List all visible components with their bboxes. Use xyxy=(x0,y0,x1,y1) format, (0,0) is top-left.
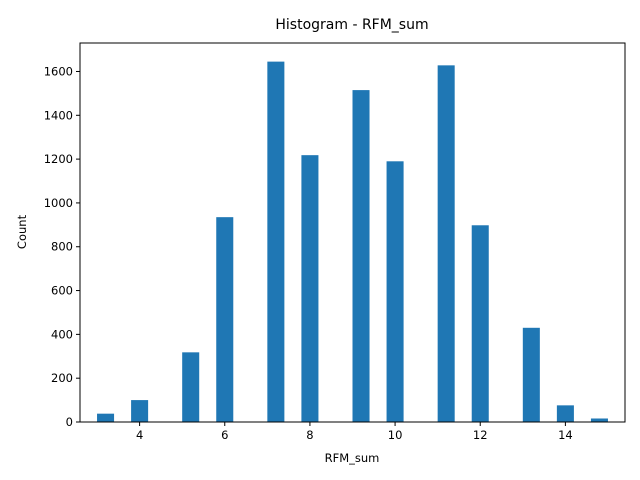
bar-2 xyxy=(131,400,149,422)
x-axis-label: RFM_sum xyxy=(325,451,380,465)
bar-4 xyxy=(216,217,234,422)
bar-7 xyxy=(352,90,370,422)
y-tick-label: 1000 xyxy=(44,196,73,210)
x-tick-label: 6 xyxy=(221,428,228,442)
y-tick-label: 0 xyxy=(66,415,73,429)
x-tick-label: 8 xyxy=(306,428,313,442)
bar-10 xyxy=(471,225,489,422)
bar-9 xyxy=(437,65,455,422)
y-tick-label: 400 xyxy=(51,327,73,341)
y-tick-label: 1200 xyxy=(44,152,73,166)
x-axis-ticks: 4 6 8 10 12 14 xyxy=(136,422,573,442)
bar-8 xyxy=(386,161,404,422)
y-tick-label: 200 xyxy=(51,371,73,385)
x-tick-label: 14 xyxy=(558,428,573,442)
x-tick-label: 4 xyxy=(136,428,143,442)
bar-13 xyxy=(590,418,608,422)
bar-3 xyxy=(182,352,200,422)
y-axis-label: Count xyxy=(15,214,29,249)
chart-title: Histogram - RFM_sum xyxy=(275,17,428,33)
x-tick-label: 10 xyxy=(388,428,403,442)
plot-frame xyxy=(79,42,626,423)
bars-group xyxy=(97,61,608,422)
bar-1 xyxy=(97,413,115,422)
x-tick-label: 12 xyxy=(473,428,488,442)
bar-6 xyxy=(301,155,319,422)
bar-12 xyxy=(556,405,574,422)
bar-11 xyxy=(522,327,540,422)
y-axis-ticks: 0 200 400 600 800 1000 1200 1400 1600 xyxy=(44,64,80,429)
y-tick-label: 1600 xyxy=(44,64,73,78)
bar-5 xyxy=(267,61,285,422)
y-tick-label: 800 xyxy=(51,240,73,254)
y-tick-label: 600 xyxy=(51,284,73,298)
y-tick-label: 1400 xyxy=(44,108,73,122)
